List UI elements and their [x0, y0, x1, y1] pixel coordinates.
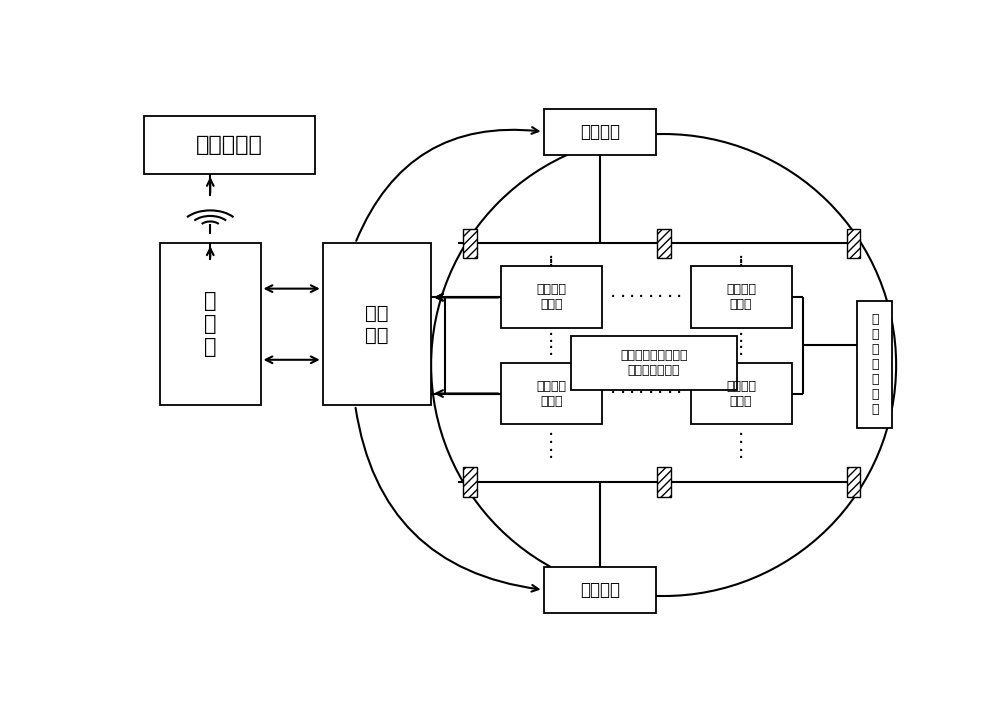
- Text: 测控
单元: 测控 单元: [365, 303, 389, 344]
- Text: ·: ·: [629, 384, 635, 403]
- Bar: [857, 301, 892, 428]
- Text: ·: ·: [638, 384, 645, 403]
- Text: ·: ·: [548, 257, 554, 276]
- Text: ·: ·: [548, 255, 554, 273]
- Text: ·: ·: [738, 333, 744, 352]
- Bar: [501, 362, 602, 424]
- Bar: [160, 243, 261, 405]
- Text: ·: ·: [738, 249, 744, 268]
- Text: ·: ·: [738, 255, 744, 273]
- Text: ·: ·: [738, 326, 744, 345]
- Text: 喷雾设备: 喷雾设备: [580, 123, 620, 141]
- Bar: [144, 116, 315, 174]
- Text: ·: ·: [548, 249, 554, 268]
- Text: 小环境采
集设备: 小环境采 集设备: [726, 283, 756, 311]
- Text: ·: ·: [548, 426, 554, 445]
- Text: ·: ·: [676, 288, 682, 307]
- Bar: [571, 336, 737, 390]
- FancyArrowPatch shape: [356, 127, 538, 241]
- Text: ·: ·: [738, 441, 744, 461]
- Text: ·: ·: [548, 333, 554, 352]
- Text: ·: ·: [738, 257, 744, 276]
- Text: 小环境采
集设备: 小环境采 集设备: [536, 283, 566, 311]
- Bar: [544, 567, 656, 613]
- Bar: [847, 229, 860, 258]
- Text: ·: ·: [738, 426, 744, 445]
- Text: ·: ·: [548, 441, 554, 461]
- Bar: [657, 229, 671, 258]
- Text: ·: ·: [610, 384, 616, 403]
- Text: 温度，湿度，风速，
太阳辐射，位置: 温度，湿度，风速， 太阳辐射，位置: [620, 349, 688, 377]
- Text: 混
凝
土
浇
筑
仓
面: 混 凝 土 浇 筑 仓 面: [871, 313, 879, 416]
- Text: 小环境采
集设备: 小环境采 集设备: [726, 380, 756, 408]
- Text: ·: ·: [620, 288, 626, 307]
- Bar: [691, 267, 792, 328]
- Text: ·: ·: [648, 288, 654, 307]
- Bar: [463, 229, 477, 258]
- Text: ·: ·: [738, 252, 744, 271]
- Text: ·: ·: [548, 252, 554, 271]
- Text: 喷雾设备: 喷雾设备: [580, 581, 620, 599]
- Text: 工
控
机: 工 控 机: [204, 291, 216, 357]
- Text: ·: ·: [548, 434, 554, 453]
- Bar: [657, 467, 671, 497]
- Text: ·: ·: [638, 288, 645, 307]
- Text: ·: ·: [610, 288, 616, 307]
- Text: ·: ·: [548, 346, 554, 365]
- Bar: [501, 267, 602, 328]
- Text: ·: ·: [667, 384, 673, 403]
- Bar: [544, 109, 656, 155]
- Bar: [847, 467, 860, 497]
- Text: 主处理单元: 主处理单元: [196, 135, 263, 155]
- Text: ·: ·: [667, 288, 673, 307]
- Text: ·: ·: [676, 384, 682, 403]
- Text: ·: ·: [738, 449, 744, 469]
- Text: ·: ·: [738, 434, 744, 453]
- Bar: [463, 467, 477, 497]
- Text: ·: ·: [738, 346, 744, 365]
- Text: ·: ·: [657, 384, 663, 403]
- Text: ·: ·: [620, 384, 626, 403]
- Text: ·: ·: [657, 288, 663, 307]
- Bar: [691, 362, 792, 424]
- Text: ·: ·: [629, 288, 635, 307]
- Text: ·: ·: [548, 339, 554, 358]
- Text: ·: ·: [648, 384, 654, 403]
- Text: ·: ·: [738, 339, 744, 358]
- Text: ·: ·: [548, 326, 554, 345]
- Bar: [323, 243, 431, 405]
- Text: 小环境采
集设备: 小环境采 集设备: [536, 380, 566, 408]
- FancyArrowPatch shape: [356, 408, 538, 592]
- Text: ·: ·: [548, 449, 554, 469]
